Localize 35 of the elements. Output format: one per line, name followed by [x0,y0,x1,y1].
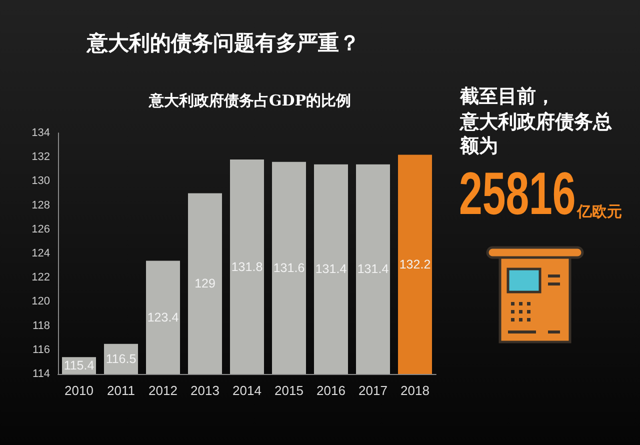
y-tick-label: 130 [32,175,50,188]
y-tick-label: 122 [32,272,50,284]
x-tick-label: 2016 [316,383,346,398]
chart-subtitle: 意大利政府债务占GDP的比例 [148,92,352,110]
text: 截至目前， [459,86,555,108]
y-tick-label: 128 [32,199,50,212]
data-label: 131.4 [315,262,347,276]
x-tick-label: 2014 [232,383,262,398]
y-tick-label: 124 [32,248,50,260]
x-tick-label: 2015 [274,383,304,398]
y-tick-label: 134 [32,127,50,139]
data-label: 132.2 [399,257,431,272]
y-tick-label: 132 [32,151,50,164]
x-tick-label: 2017 [358,383,388,398]
data-label: 129 [194,276,216,291]
x-tick-label: 2010 [64,383,94,398]
y-tick-label: 114 [32,368,50,380]
data-label: 123.4 [147,310,179,324]
x-tick-label: 2013 [190,383,220,398]
data-label: 116.5 [106,352,136,366]
y-tick-label: 120 [32,296,50,308]
text: 意大利政府债务总额为 [459,111,612,157]
x-tick-label: 2011 [107,383,135,398]
data-label: 131.4 [357,262,389,276]
y-tick-label: 126 [32,223,50,236]
data-label: 131.6 [273,260,305,275]
x-tick-label: 2018 [400,383,430,398]
chart-title: 意大利的债务问题有多严重？ [86,30,360,55]
text: 25816 [459,159,576,227]
data-label: 131.8 [231,260,263,274]
data-label: 115.4 [64,358,94,373]
y-tick-label: 118 [32,320,50,332]
text: 亿欧元 [576,202,622,220]
y-tick-label: 116 [32,344,50,356]
x-tick-label: 2012 [148,383,178,398]
